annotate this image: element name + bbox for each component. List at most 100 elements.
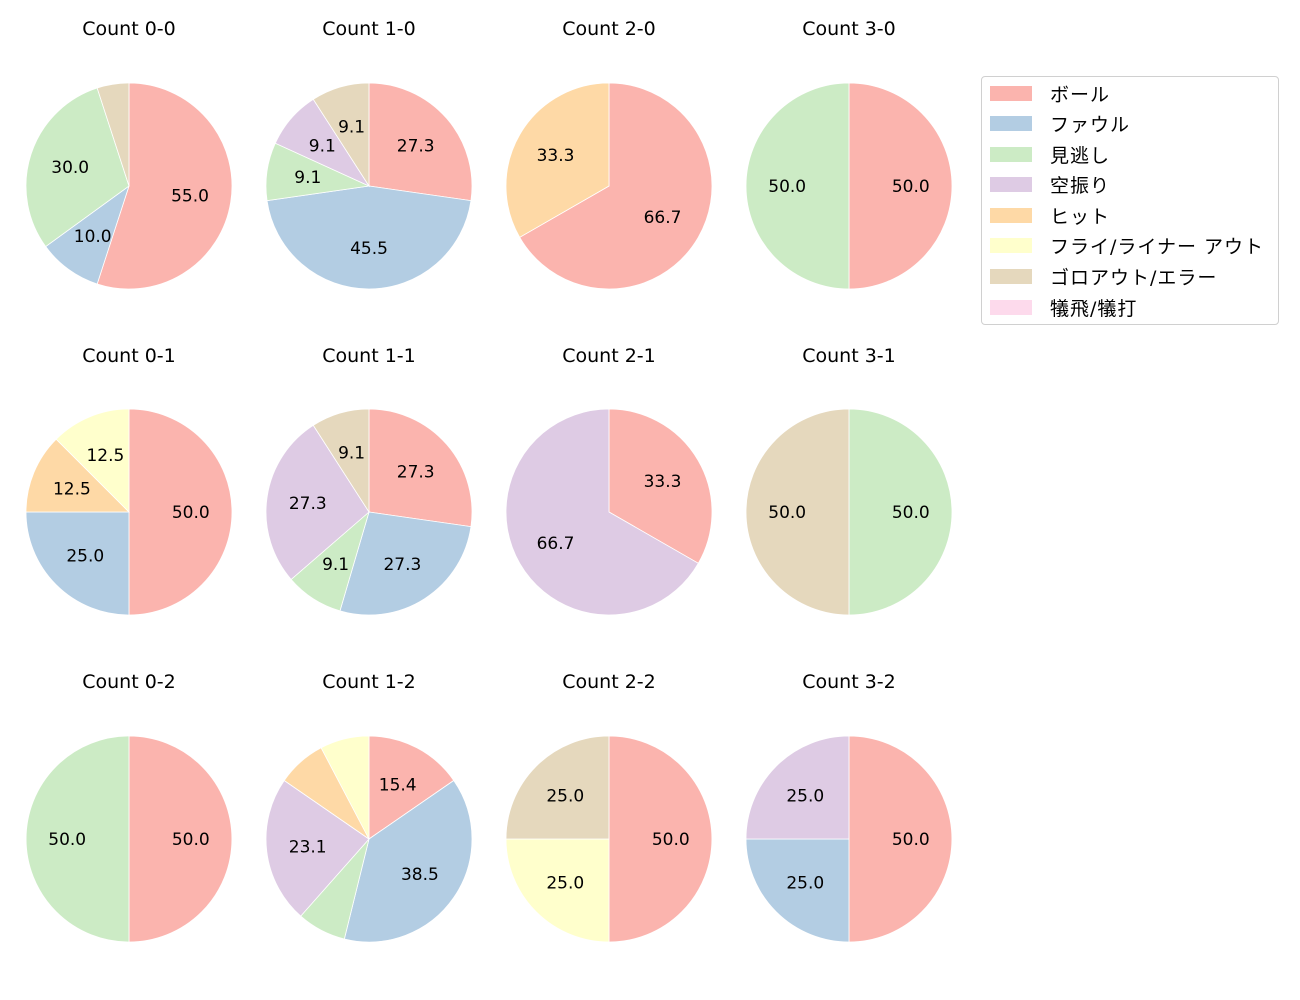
- slice-label: 50.0: [48, 830, 86, 850]
- legend-swatch: [990, 146, 1032, 162]
- pie-slice: [25, 511, 130, 616]
- pie-title: Count 0-2: [82, 671, 176, 693]
- pie-slice: [745, 408, 850, 616]
- slice-label: 23.1: [289, 837, 327, 857]
- pie-slice: [848, 408, 953, 616]
- legend-item-swinging-strike: 空振り: [990, 174, 1110, 197]
- slice-label: 38.5: [401, 865, 439, 885]
- slice-label: 30.0: [51, 158, 89, 178]
- pie-slice: [745, 82, 850, 290]
- slice-label: 50.0: [892, 177, 930, 197]
- pie-title: Count 2-1: [562, 345, 656, 367]
- legend-swatch: [990, 268, 1032, 284]
- pie-title: Count 3-1: [802, 345, 896, 367]
- slice-label: 66.7: [644, 208, 682, 228]
- slice-label: 50.0: [892, 830, 930, 850]
- slice-label: 25.0: [546, 786, 584, 806]
- slice-label: 12.5: [53, 479, 91, 499]
- legend-label: ゴロアウト/エラー: [1050, 266, 1218, 289]
- legend-swatch: [990, 176, 1032, 192]
- legend-swatch: [990, 85, 1032, 101]
- legend-swatch: [990, 237, 1032, 253]
- pie-slice: [505, 82, 610, 238]
- slice-label: 9.1: [338, 118, 365, 138]
- pie-slice: [96, 82, 130, 187]
- slice-label: 25.0: [546, 874, 584, 894]
- pie-slice: [55, 408, 130, 513]
- pie-slice: [25, 735, 130, 943]
- slice-label: 50.0: [768, 177, 806, 197]
- legend-label: ヒット: [1050, 205, 1111, 228]
- pie-slice: [25, 87, 130, 248]
- pie-slice: [96, 82, 233, 290]
- slice-label: 45.5: [350, 239, 388, 259]
- legend-label: 見逃し: [1050, 144, 1111, 167]
- slice-label: 12.5: [86, 446, 124, 466]
- pie-slice: [848, 82, 953, 290]
- legend-item-ball: ボール: [990, 83, 1110, 106]
- legend-label: ファウル: [1050, 113, 1131, 136]
- pie-slice: [266, 185, 472, 290]
- pie-slice: [848, 735, 953, 943]
- pie-slice: [265, 424, 370, 581]
- legend: ボール ファウル 見逃し 空振り ヒット フライ/ライナー アウト ゴロアウト/…: [981, 76, 1279, 325]
- slice-label: 55.0: [171, 187, 209, 207]
- slice-label: 33.3: [537, 146, 575, 166]
- legend-item-called-strike: 見逃し: [990, 144, 1110, 167]
- pie-slice: [608, 408, 713, 564]
- slice-label: 25.0: [66, 547, 104, 567]
- pie-title: Count 0-0: [82, 18, 176, 40]
- pie-title: Count 3-0: [802, 18, 896, 40]
- pie-count-0-1: Count 0-1 50.0 25.0 12.5 12.5: [25, 345, 233, 616]
- slice-label: 27.3: [397, 137, 435, 157]
- pie-count-2-1: Count 2-1 33.3 66.7: [505, 345, 713, 616]
- slice-label: 25.0: [786, 874, 824, 894]
- legend-label: 犠飛/犠打: [1050, 297, 1138, 320]
- legend-swatch: [990, 299, 1032, 315]
- slice-label: 33.3: [644, 472, 682, 492]
- pie-count-3-2: Count 3-2 50.0 25.0 25.0: [745, 671, 953, 943]
- pie-title: Count 2-2: [562, 671, 656, 693]
- legend-item-sacrifice: 犠飛/犠打: [990, 297, 1137, 320]
- pie-count-2-2: Count 2-2 50.0 25.0 25.0: [505, 671, 713, 943]
- slice-label: 66.7: [537, 534, 575, 554]
- pie-slice: [320, 735, 370, 840]
- legend-label: ボール: [1050, 83, 1111, 106]
- legend-item-grounder-error: ゴロアウト/エラー: [990, 266, 1217, 289]
- pie-slice: [343, 779, 473, 943]
- pie-slice: [368, 735, 455, 840]
- pie-slice: [745, 735, 850, 840]
- pie-slice: [339, 511, 472, 616]
- pie-title: Count 0-1: [82, 345, 176, 367]
- pie-slice: [368, 82, 473, 202]
- pie-slice: [505, 408, 699, 616]
- pie-title: Count 1-1: [322, 345, 416, 367]
- pie-count-3-1: Count 3-1 50.0 50.0: [745, 345, 953, 616]
- legend-item-fly-liner-out: フライ/ライナー アウト: [990, 235, 1264, 258]
- slice-label: 25.0: [786, 786, 824, 806]
- slice-label: 27.3: [397, 463, 435, 483]
- pie-slice: [368, 408, 473, 528]
- slice-label: 9.1: [294, 168, 321, 188]
- pie-slice: [128, 735, 233, 943]
- legend-swatch: [990, 115, 1032, 131]
- legend-item-foul: ファウル: [990, 113, 1130, 136]
- legend-item-hit: ヒット: [990, 205, 1110, 228]
- pie-slice: [505, 838, 610, 943]
- pie-count-0-0: Count 0-0 55.0 10.0 30.0: [25, 18, 233, 290]
- slice-label: 9.1: [338, 444, 365, 464]
- pie-title: Count 3-2: [802, 671, 896, 693]
- slice-label: 50.0: [768, 503, 806, 523]
- pie-slice: [312, 82, 370, 188]
- pie-slice: [745, 838, 850, 943]
- slice-label: 9.1: [322, 555, 349, 575]
- pie-slice: [265, 779, 370, 917]
- slice-label: 50.0: [172, 830, 210, 850]
- legend-label: フライ/ライナー アウト: [1050, 235, 1265, 258]
- pie-count-1-0: Count 1-027.345.59.19.19.1: [265, 18, 473, 290]
- legend-label: 空振り: [1050, 174, 1111, 197]
- pie-slice: [312, 408, 370, 514]
- pie-count-3-0: Count 3-0 50.0 50.0: [745, 18, 953, 290]
- slice-label: 10.0: [74, 227, 112, 247]
